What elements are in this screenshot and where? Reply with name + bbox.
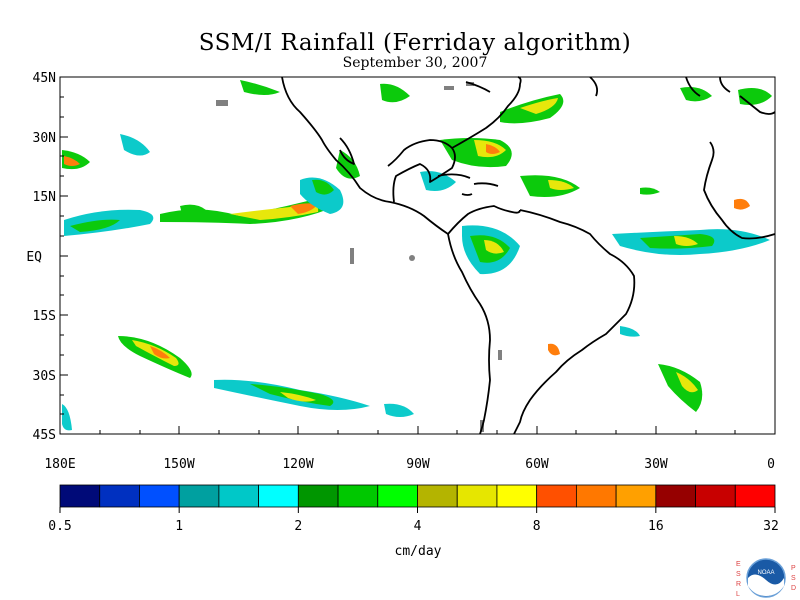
colorbar-swatch [575,484,617,508]
colorbar-swatch [377,484,418,508]
colorbar-tick-label: 1 [175,519,183,534]
map-date: September 30, 2007 [342,55,488,71]
colorbar-tick-label: 2 [294,519,302,534]
lat-label: EQ [26,250,42,265]
colorbar-tick-label: 16 [648,519,664,534]
map-title: SSM/I Rainfall (Ferriday algorithm) [198,30,632,56]
colorbar-swatch [99,484,140,508]
colorbar-swatch [734,484,776,508]
logo-left-letter: R [736,581,741,588]
colorbar-ticks: 0.5 1 2 4 8 16 32 [48,507,779,534]
colorbar-swatch [258,484,299,508]
lon-label: 30W [644,457,668,472]
colorbar [59,484,776,508]
colorbar-tick-label: 4 [414,519,422,534]
lon-label: 0 [767,457,775,472]
colorbar-swatch [456,484,498,508]
logo-left-letter: L [736,591,740,598]
logo-right-letter: P [791,565,796,572]
lon-label: 150W [163,457,194,472]
longitude-labels: 180E 150W 120W 90W 60W 30W 0 [44,457,775,472]
colorbar-swatch [178,484,220,508]
colorbar-unit-label: cm/day [395,544,442,559]
colorbar-swatch [337,484,379,508]
lon-label: 90W [406,457,430,472]
colorbar-tick-label: 0.5 [48,519,71,534]
logo-left-letter: S [736,571,741,578]
map-frame [59,76,776,435]
colorbar-swatch [297,484,339,508]
lon-label: 120W [282,457,313,472]
colorbar-swatch [59,484,101,508]
lat-label: 15N [33,190,56,205]
colorbar-swatch [417,484,458,508]
colorbar-swatch [139,484,180,508]
lon-label: 180E [44,457,75,472]
colorbar-swatch [655,484,696,508]
lon-label: 60W [525,457,549,472]
colorbar-swatch [536,484,577,508]
noaa-logo: E S R L P S D NOAA [736,558,796,598]
logo-emblem-text: NOAA [757,570,774,576]
lat-label: 45S [33,428,56,443]
colorbar-swatch [695,484,736,508]
colorbar-swatch [615,484,657,508]
logo-right-letter: S [791,575,796,582]
lat-label: 30N [33,131,56,146]
colorbar-swatch [496,484,538,508]
lat-label: 30S [33,369,56,384]
colorbar-tick-label: 32 [763,519,779,534]
colorbar-swatch [218,484,260,508]
axis-ticks [59,76,776,435]
latitude-labels: 45N 30N 15N EQ 15S 30S 45S [26,71,56,443]
lat-label: 15S [33,309,56,324]
lat-label: 45N [33,71,56,86]
logo-right-letter: D [791,585,796,592]
coastlines [281,76,776,435]
colorbar-tick-label: 8 [533,519,541,534]
logo-left-letter: E [736,561,741,568]
